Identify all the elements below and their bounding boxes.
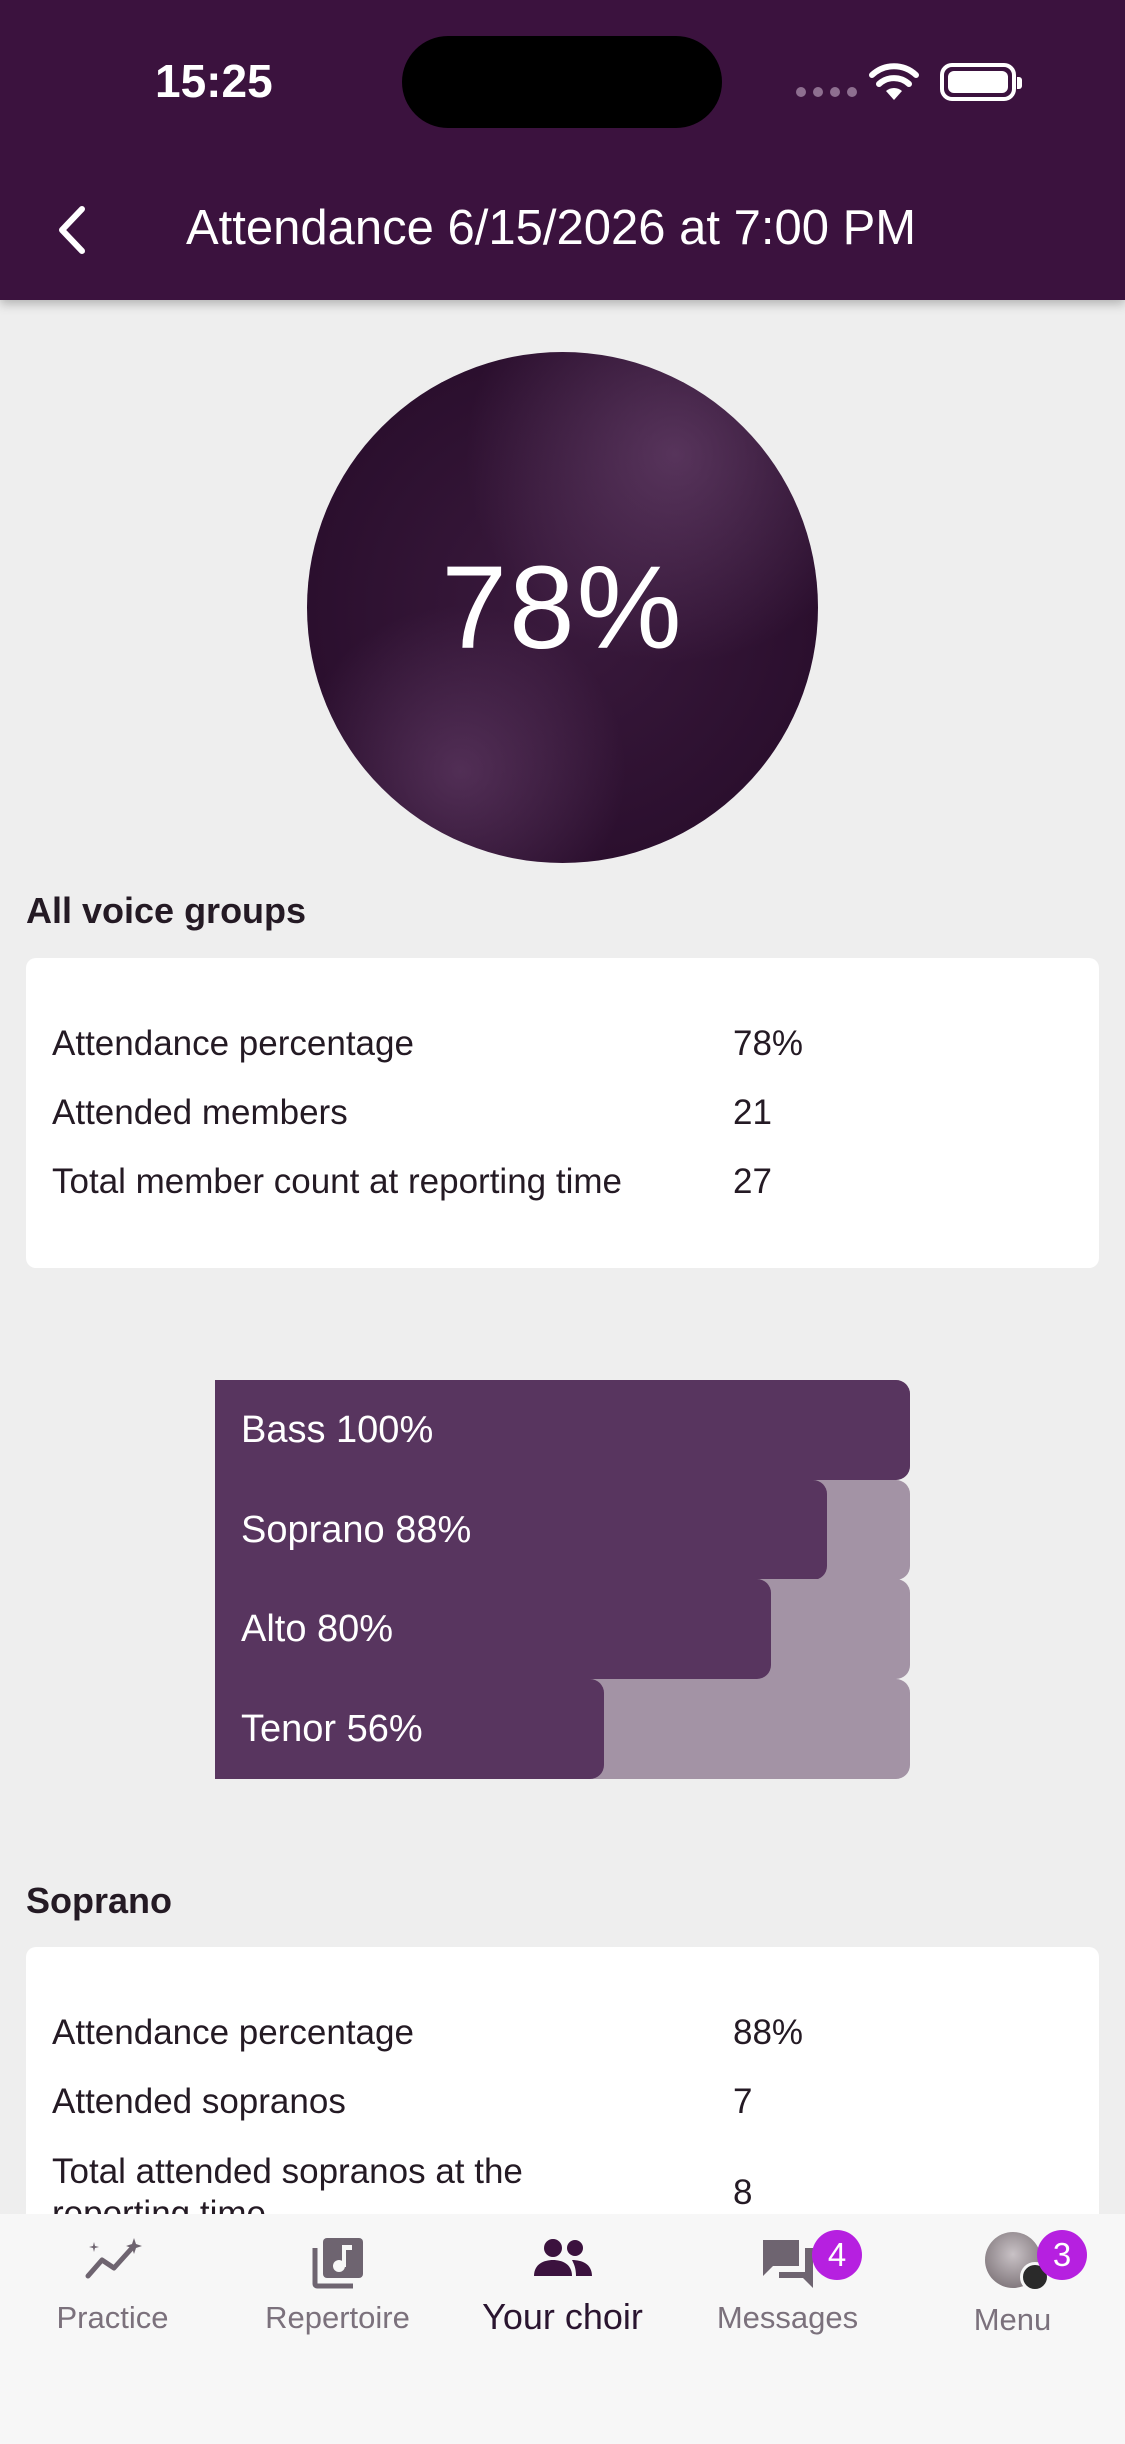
menu-badge: 3 bbox=[1037, 2230, 1087, 2280]
nav-label: Messages bbox=[716, 2300, 859, 2335]
bottom-nav: Practice Repertoire Your choir 4 Message… bbox=[0, 2214, 1125, 2444]
messages-icon bbox=[762, 2240, 813, 2288]
section-title-soprano: Soprano bbox=[26, 1880, 173, 1921]
row-label: Total member count at reporting time bbox=[52, 1162, 622, 1201]
row-label: Attendance percentage bbox=[52, 2013, 414, 2052]
back-button[interactable] bbox=[40, 195, 110, 265]
page-title: Attendance 6/15/2026 at 7:00 PM bbox=[186, 201, 917, 255]
status-time: 15:25 bbox=[155, 55, 273, 107]
bar-tenor bbox=[215, 1678, 605, 1779]
bar-label: Bass 100% bbox=[241, 1409, 434, 1451]
nav-item-messages[interactable]: 4 Messages bbox=[675, 2214, 900, 2364]
messages-badge: 4 bbox=[812, 2230, 862, 2280]
row-value: 78% bbox=[733, 1024, 804, 1063]
row-value: 88% bbox=[733, 2013, 804, 2052]
wifi-icon bbox=[869, 63, 919, 100]
nav-item-repertoire[interactable]: Repertoire bbox=[225, 2214, 450, 2364]
nav-label: Your choir bbox=[482, 2296, 643, 2337]
row-label: Attended sopranos bbox=[52, 2082, 346, 2121]
row-value: 7 bbox=[733, 2082, 753, 2121]
row-value: 8 bbox=[733, 2173, 753, 2212]
nav-label: Repertoire bbox=[265, 2300, 410, 2335]
row-label: Attendance percentage bbox=[52, 1024, 414, 1063]
nav-label: Menu bbox=[973, 2302, 1052, 2337]
repertoire-icon bbox=[312, 2238, 363, 2289]
bar-label: Soprano 88% bbox=[241, 1508, 472, 1551]
attendance-percent-value: 78% bbox=[441, 541, 684, 674]
signal-icon bbox=[796, 87, 857, 97]
bar-label: Tenor 56% bbox=[241, 1707, 423, 1750]
bar-alto bbox=[215, 1579, 771, 1679]
nav-item-your-choir[interactable]: Your choir bbox=[450, 2214, 675, 2364]
practice-icon bbox=[85, 2238, 142, 2279]
bar-soprano bbox=[215, 1479, 827, 1580]
group-icon bbox=[533, 2239, 592, 2276]
section-title-all-groups: All voice groups bbox=[26, 890, 307, 931]
row-label: Attended members bbox=[52, 1093, 348, 1132]
row-label: Total attended sopranos at the reporting… bbox=[52, 2152, 523, 2233]
bar-bass bbox=[215, 1380, 910, 1480]
bar-label: Alto 80% bbox=[241, 1608, 394, 1650]
battery-icon bbox=[940, 63, 1022, 101]
app-header: 15:25 Attendance 6/15/2026 at 7:00 PM bbox=[0, 0, 1125, 300]
attendance-percent-circle: 78% bbox=[307, 352, 818, 863]
nav-item-practice[interactable]: Practice bbox=[0, 2214, 225, 2364]
voice-group-bar-chart: Bass 100% Soprano 88% Alto 80% Tenor 56% bbox=[215, 1380, 910, 1779]
soprano-card: Attendance percentage 88% Attended sopra… bbox=[26, 1947, 1099, 2267]
row-value: 27 bbox=[733, 1162, 772, 1201]
nav-item-menu[interactable]: 3 Menu bbox=[900, 2214, 1125, 2364]
nav-label: Practice bbox=[56, 2300, 169, 2335]
row-value: 21 bbox=[733, 1093, 772, 1132]
all-groups-card: Attendance percentage 78% Attended membe… bbox=[26, 958, 1099, 1268]
camera-notch bbox=[402, 36, 722, 128]
